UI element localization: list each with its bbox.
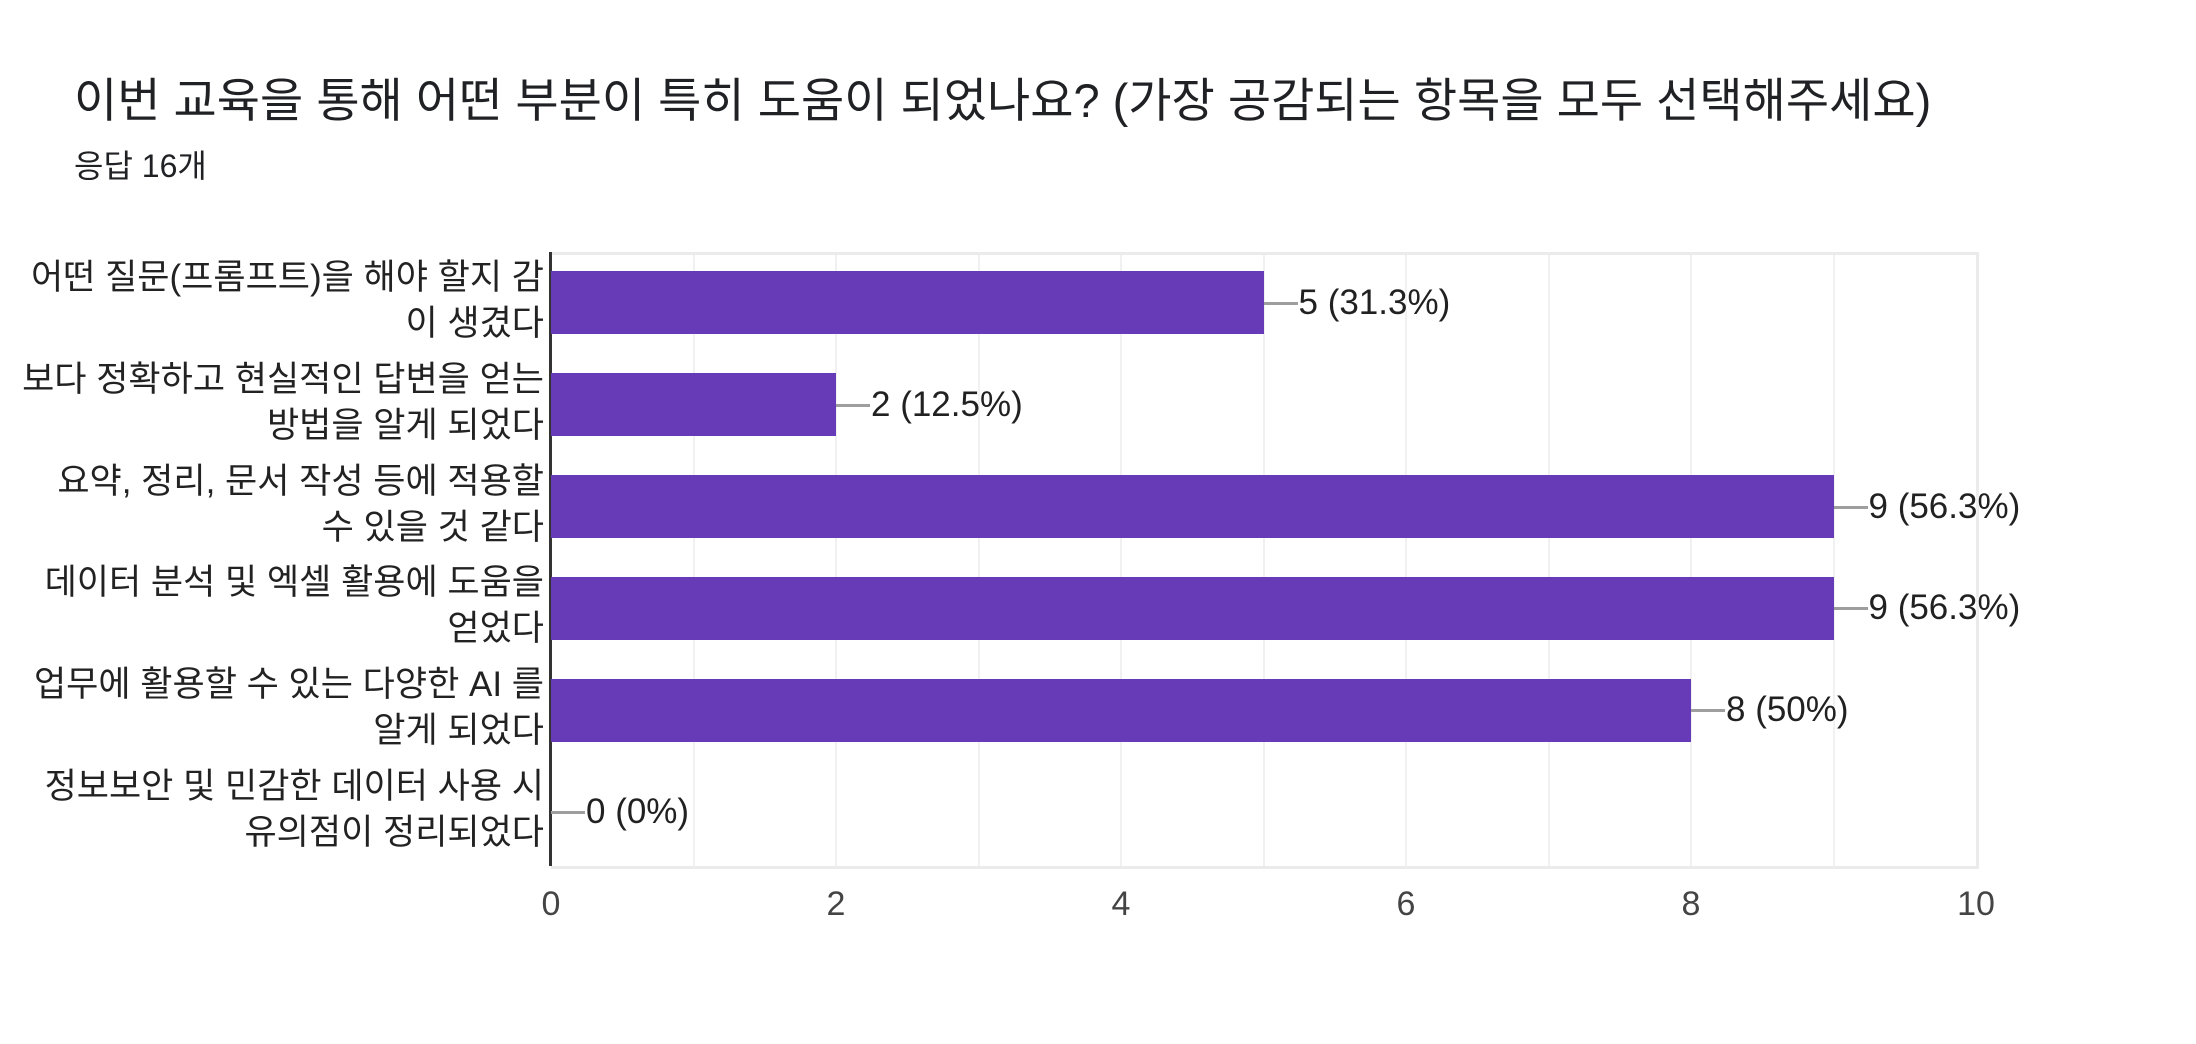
value-label: 5 (31.3%)	[1298, 282, 1451, 322]
label-connector	[1833, 607, 1868, 611]
x-tick-label: 10	[1957, 885, 1995, 923]
gridline	[1547, 255, 1550, 866]
category-label-line: 업무에 활용할 수 있는 다양한 AI 를	[33, 665, 544, 705]
bar[interactable]	[551, 271, 1264, 335]
category-label-line: 요약, 정리, 문서 작성 등에 적용할	[57, 461, 544, 501]
x-tick-label: 4	[1111, 885, 1131, 923]
y-axis-line	[549, 252, 552, 866]
label-connector	[1833, 505, 1868, 509]
bar[interactable]	[551, 475, 1834, 538]
category-label-line: 수 있을 것 같다	[321, 507, 544, 547]
bar[interactable]	[551, 678, 1691, 742]
value-label: 2 (12.5%)	[871, 384, 1023, 424]
value-label: 9 (56.3%)	[1868, 486, 2021, 526]
value-label: 8 (50%)	[1726, 690, 1849, 730]
gridline	[835, 255, 837, 866]
gridline	[1690, 255, 1692, 866]
bar[interactable]	[551, 373, 836, 437]
x-tick-label: 0	[541, 885, 561, 923]
x-tick-label: 2	[826, 885, 846, 923]
bar[interactable]	[551, 576, 1834, 640]
category-label-line: 얻었다	[447, 609, 544, 649]
category-label-line: 보다 정확하고 현실적인 답변을 얻는	[22, 359, 544, 399]
category-label-line: 방법을 알게 되었다	[266, 405, 544, 445]
category-label-line: 정보보안 및 민감한 데이터 사용 시	[44, 766, 544, 806]
gridline	[1405, 255, 1407, 866]
gridline	[1120, 255, 1122, 866]
x-tick-label: 6	[1396, 885, 1416, 923]
x-tick-label: 8	[1681, 885, 1701, 923]
category-label-line: 알게 되었다	[373, 711, 544, 751]
category-label-line: 유의점이 정리되었다	[244, 812, 544, 852]
gridline	[1262, 255, 1265, 866]
gridline	[692, 255, 695, 866]
gridline	[1832, 255, 1835, 866]
category-label-line: 이 생겼다	[405, 303, 544, 343]
label-connector	[1263, 301, 1298, 305]
category-label-line: 어떤 질문(프롬프트)을 해야 할지 감	[30, 257, 544, 297]
label-connector	[551, 810, 585, 814]
chart-title: 이번 교육을 통해 어떤 부분이 특히 도움이 되었나요? (가장 공감되는 항…	[74, 74, 1932, 127]
label-connector	[1691, 709, 1725, 713]
label-connector	[836, 403, 870, 407]
response-count: 응답 16개	[74, 148, 207, 184]
category-label-line: 데이터 분석 및 엑셀 활용에 도움을	[44, 563, 544, 603]
plot-area	[551, 252, 1979, 869]
value-label: 0 (0%)	[586, 791, 690, 831]
gridline	[977, 255, 980, 866]
value-label: 9 (56.3%)	[1868, 588, 2021, 628]
